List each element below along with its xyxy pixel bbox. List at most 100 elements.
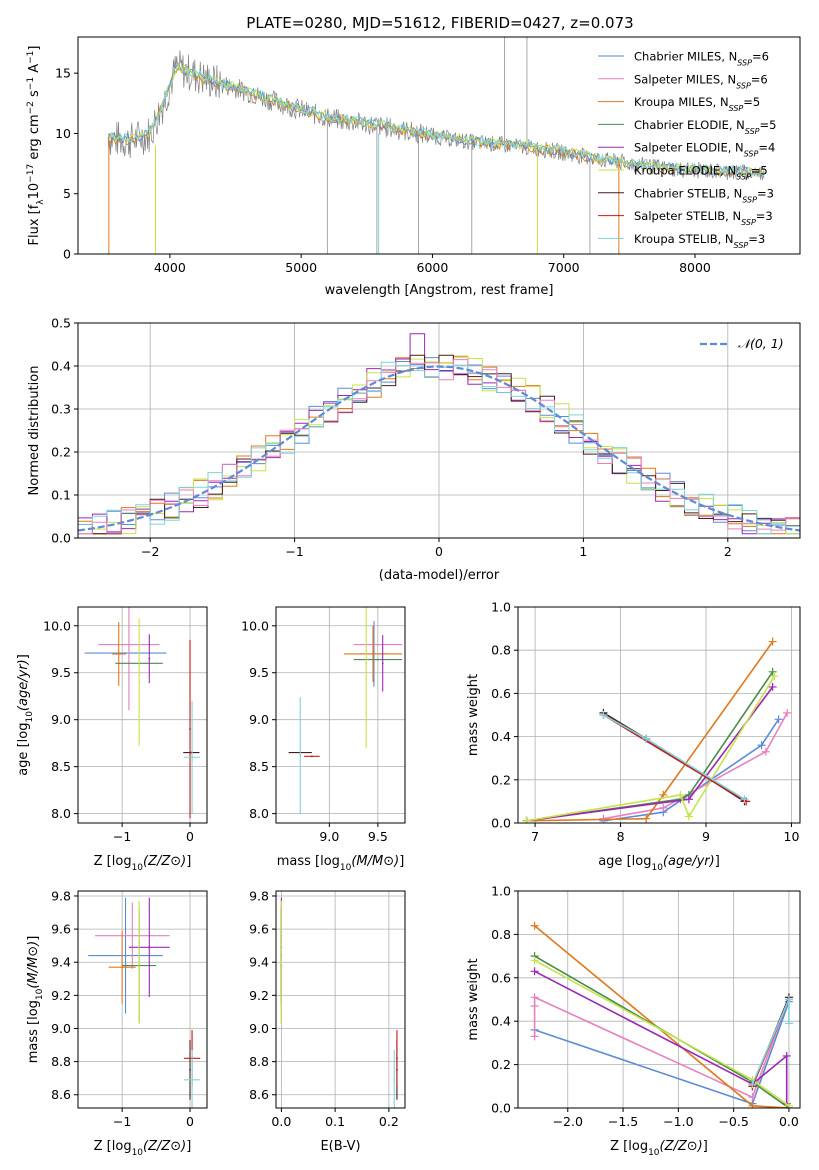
plus-marker <box>761 747 770 756</box>
model-kroupa-stelib <box>107 65 765 178</box>
y-tick-label: 5 <box>63 186 71 201</box>
legend: Chabrier MILES, NSSP=6 Salpeter MILES, NS… <box>598 50 777 249</box>
point-marker <box>310 755 313 758</box>
x-tick-label: −1 <box>113 1114 131 1129</box>
errorbar-kroupa-stelib <box>299 697 302 814</box>
plus-marker <box>684 812 693 821</box>
x-axis-label: Z [log10(Z/Z⊙)] <box>610 1139 708 1158</box>
y-tick-label: 1.0 <box>491 884 511 899</box>
y-tick-label: 10 <box>55 126 71 141</box>
point-marker <box>280 961 283 964</box>
x-tick-label: 0 <box>186 829 194 844</box>
plus-marker <box>784 1101 793 1108</box>
legend-subscript: SSP <box>742 195 757 204</box>
y-tick-label: 0.1 <box>51 488 71 503</box>
plus-marker <box>768 667 777 676</box>
series-salpeter-miles <box>599 708 792 823</box>
label-part: −1 <box>26 51 36 64</box>
y-tick-label: 0.3 <box>51 402 71 417</box>
label-part: Z [log <box>610 1139 648 1154</box>
plus-marker <box>599 711 608 719</box>
label-part: mass [log <box>277 854 340 869</box>
errorbar-salpeter-miles <box>353 643 403 646</box>
label-part: −17 <box>26 164 36 183</box>
plus-marker <box>659 803 668 812</box>
point-marker <box>396 1057 398 1060</box>
model-kroupa-miles <box>107 65 765 178</box>
y-tick-label: 8.8 <box>51 1054 71 1069</box>
legend-subscript: SSP <box>737 58 752 67</box>
errorbar-kroupa-miles <box>108 930 136 1004</box>
mass-vs-age-panel: 9.0 9.5 8.0 8.5 9.0 9.5 10.0 mass [log10(M/M⊙)] <box>241 606 406 873</box>
label-part: age [log <box>16 723 31 776</box>
histogram-kroupa-stelib <box>78 361 800 538</box>
label-part: 10 <box>648 1148 660 1158</box>
legend-entry-salpeter-miles: Salpeter MILES, NSSP=6 <box>634 72 768 90</box>
plot-area <box>78 333 800 538</box>
label-part: λ <box>36 199 46 205</box>
plus-marker <box>642 734 651 743</box>
y-tick-label: 9.0 <box>249 1021 269 1036</box>
plot-area <box>280 897 398 1108</box>
label-part: (Z/Z⊙) <box>660 1139 703 1154</box>
x-tick-label: −2.0 <box>553 1114 583 1129</box>
legend-subscript: SSP <box>744 149 759 158</box>
point-marker <box>117 653 120 655</box>
point-marker <box>376 658 379 661</box>
y-axis-label: Flux [fλ10−17 erg cm−2 s−1 A−1] <box>26 46 46 246</box>
plus-marker <box>770 672 779 681</box>
x-tick-label: 0.2 <box>379 1114 399 1129</box>
x-tick-label: 10 <box>784 829 800 844</box>
x-tick-label: 7000 <box>548 260 580 275</box>
point-marker <box>191 1078 193 1081</box>
y-tick-label: 9.6 <box>51 922 71 937</box>
legend-entry-chabrier-miles: Chabrier MILES, NSSP=6 <box>634 50 769 68</box>
legend-name: Chabrier STELIB, N <box>634 186 742 200</box>
y-tick-label: 0.2 <box>491 1057 511 1072</box>
y-tick-label: 1.0 <box>491 600 511 615</box>
legend-entry-kroupa-miles: Kroupa MILES, NSSP=5 <box>634 95 760 113</box>
errorbar-kroupa-miles <box>111 622 126 686</box>
legend-subscript: SSP <box>734 240 749 249</box>
legend-name: Kroupa MILES, N <box>634 95 729 109</box>
point-marker <box>365 662 368 665</box>
label-part: (age/yr) <box>663 854 715 869</box>
spectrum-panel: 4000 5000 6000 7000 8000 0 5 10 15 wavelength [An… <box>26 36 801 298</box>
point-marker <box>138 961 141 964</box>
legend-count: =4 <box>758 141 775 155</box>
point-marker <box>124 954 127 957</box>
point-marker <box>189 728 191 730</box>
x-tick-label: 2 <box>724 544 732 559</box>
y-tick-label: 9.0 <box>51 1021 71 1036</box>
y-tick-label: 9.4 <box>249 955 269 970</box>
legend-entry-salpeter-elodie: Salpeter ELODIE, NSSP=4 <box>634 141 775 159</box>
x-tick-label: −1.0 <box>663 1114 693 1129</box>
legend-entry-salpeter-stelib: Salpeter STELIB, NSSP=3 <box>634 209 773 227</box>
plus-marker <box>530 993 539 1002</box>
label-part: (age/yr) <box>16 659 31 711</box>
errorbar-salpeter-stelib <box>396 1030 398 1087</box>
legend-count: =5 <box>751 164 768 178</box>
errorbar-salpeter-miles <box>94 902 170 969</box>
y-tick-label: 9.2 <box>51 988 71 1003</box>
errorbar-salpeter-elodie <box>381 635 384 692</box>
x-tick-label: 9.0 <box>319 829 339 844</box>
point-marker <box>393 1078 396 1081</box>
legend-count: =3 <box>748 232 765 246</box>
x-axis-label: (data-model)/error <box>379 568 500 583</box>
legend-count: =5 <box>760 118 777 132</box>
point-marker <box>381 662 384 665</box>
plus-marker <box>748 1093 757 1102</box>
axes-frame <box>517 890 801 1109</box>
legend-entry-gaussian: 𝒩(0, 1) <box>738 336 784 351</box>
y-tick-label: 9.2 <box>249 988 269 1003</box>
x-tick-label: 9.5 <box>368 829 388 844</box>
plus-marker <box>784 1019 793 1028</box>
label-part: 10 <box>25 711 35 723</box>
plus-marker <box>740 795 749 804</box>
series-kroupa-stelib <box>748 995 793 1089</box>
x-tick-label: 1 <box>579 544 587 559</box>
point-marker <box>148 657 151 660</box>
